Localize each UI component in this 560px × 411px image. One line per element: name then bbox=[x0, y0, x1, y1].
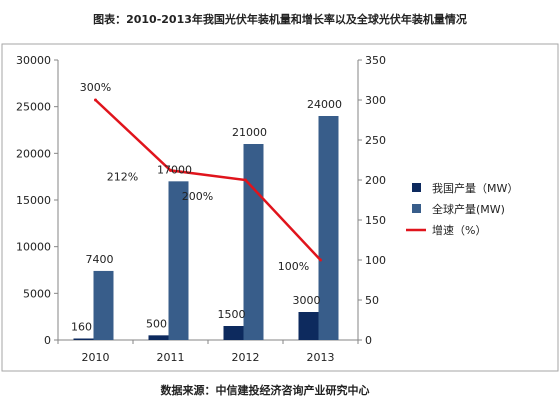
growth-line bbox=[94, 99, 322, 261]
right-tick-label: 300 bbox=[365, 94, 386, 107]
growth-point bbox=[244, 178, 247, 182]
data-source: 数据来源：中信建投经济咨询产业研究中心 bbox=[161, 383, 370, 397]
bar-data-label: 24000 bbox=[307, 98, 342, 111]
bar-domestic bbox=[73, 338, 94, 340]
right-tick-label: 100 bbox=[365, 254, 386, 267]
x-tick-label: 2010 bbox=[82, 351, 110, 364]
growth-point bbox=[169, 168, 172, 172]
legend-label: 增速（%） bbox=[432, 223, 486, 237]
bar-global bbox=[168, 181, 189, 340]
growth-point bbox=[319, 258, 322, 262]
right-tick-label: 50 bbox=[365, 294, 379, 307]
bar-data-label: 7400 bbox=[86, 253, 114, 266]
legend-label: 全球产量(MW) bbox=[432, 202, 505, 216]
chart-title: 图表：2010-2013年我国光伏年装机量和增长率以及全球光伏年装机量情况 bbox=[93, 12, 467, 26]
left-tick-label: 5000 bbox=[23, 287, 51, 300]
growth-data-label: 100% bbox=[278, 260, 309, 273]
bar-data-label: 160 bbox=[71, 321, 92, 334]
right-tick-label: 150 bbox=[365, 214, 386, 227]
bar-global bbox=[243, 144, 264, 340]
right-tick-label: 0 bbox=[365, 334, 372, 347]
bar-data-label: 21000 bbox=[232, 126, 267, 139]
bar-global bbox=[93, 270, 114, 340]
bars-layer bbox=[73, 116, 339, 340]
x-tick-label: 2013 bbox=[307, 351, 335, 364]
legend-swatch bbox=[412, 204, 421, 213]
bar-data-label: 1500 bbox=[218, 308, 246, 321]
bar-domestic bbox=[298, 312, 319, 340]
bar-data-label: 3000 bbox=[293, 294, 321, 307]
axes-layer: 0 5000 10000 15000 20000 25000 30000 0 50 100 150 2… bbox=[16, 54, 386, 364]
labels-layer: 160 500 1500 3000 7400 17000 21000 24000 300% 212… bbox=[71, 81, 342, 334]
x-tick-label: 2012 bbox=[232, 351, 260, 364]
bar-global bbox=[318, 116, 339, 340]
growth-data-label: 200% bbox=[182, 190, 213, 203]
growth-data-label: 212% bbox=[107, 170, 138, 183]
right-tick-label: 350 bbox=[365, 54, 386, 67]
legend: 我国产量（MW） 全球产量(MW) 增速（%） bbox=[406, 181, 518, 237]
bar-data-label: 17000 bbox=[157, 163, 192, 176]
x-tick-label: 2011 bbox=[157, 351, 185, 364]
growth-data-label: 300% bbox=[80, 81, 111, 94]
line-layer bbox=[94, 98, 322, 262]
growth-point bbox=[94, 98, 97, 102]
right-tick-label: 250 bbox=[365, 134, 386, 147]
left-tick-label: 0 bbox=[44, 334, 51, 347]
left-tick-label: 25000 bbox=[16, 101, 51, 114]
left-tick-label: 20000 bbox=[16, 147, 51, 160]
bar-domestic bbox=[148, 335, 169, 340]
left-tick-label: 15000 bbox=[16, 194, 51, 207]
left-tick-label: 10000 bbox=[16, 241, 51, 254]
bar-data-label: 500 bbox=[146, 317, 167, 330]
right-tick-label: 200 bbox=[365, 174, 386, 187]
plot-frame bbox=[1, 43, 559, 372]
bar-domestic bbox=[223, 326, 244, 340]
legend-label: 我国产量（MW） bbox=[432, 181, 518, 195]
legend-swatch bbox=[412, 183, 421, 192]
left-tick-label: 30000 bbox=[16, 54, 51, 67]
